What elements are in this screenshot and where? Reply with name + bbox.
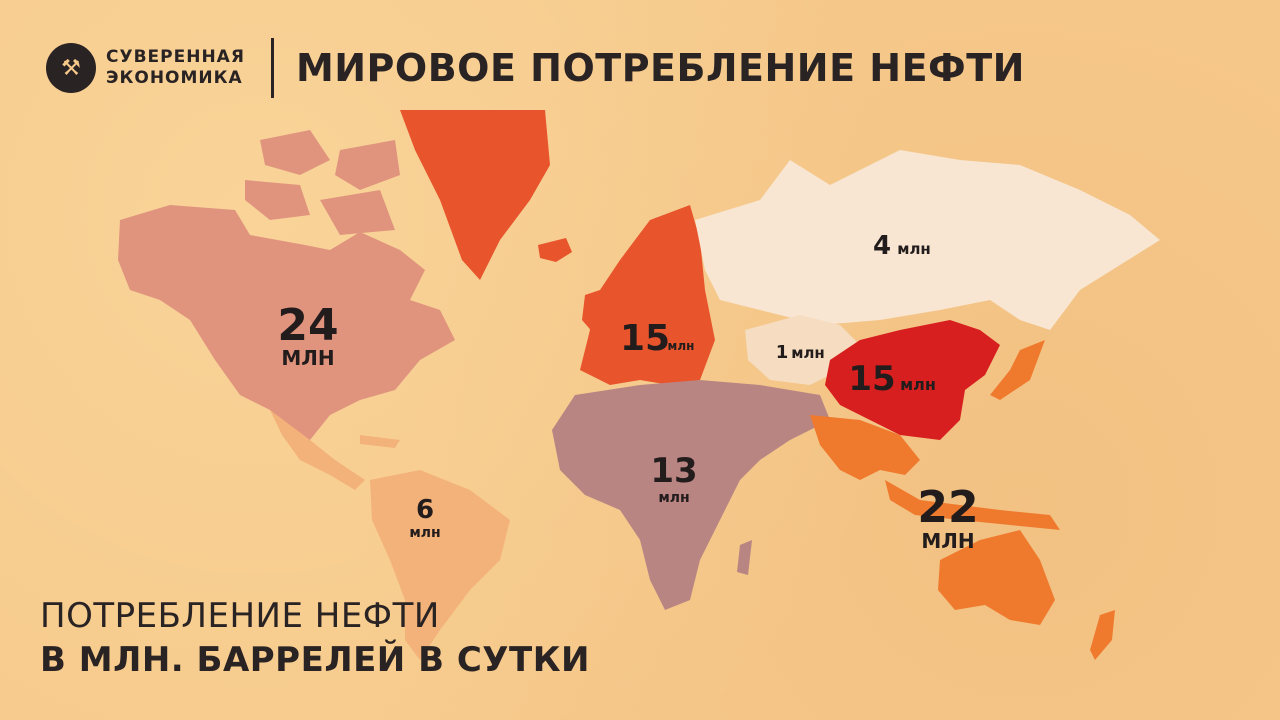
central-asia-value: 1 <box>776 342 789 363</box>
arctic-islands-shape <box>245 130 400 235</box>
russia-value: 4 <box>873 231 891 261</box>
china-unit: млн <box>900 375 936 394</box>
europe-value: 15 <box>620 318 670 359</box>
greenland-shape <box>400 110 550 280</box>
asia-pacific-shape <box>810 415 920 480</box>
brand-name: СУВЕРЕННАЯ ЭКОНОМИКА <box>106 47 245 89</box>
russia-shape <box>695 150 1160 330</box>
caribbean-shape <box>360 435 400 448</box>
brand-line-2: ЭКОНОМИКА <box>106 68 243 88</box>
china-value: 15 <box>848 359 895 399</box>
brand-line-1: СУВЕРЕННАЯ <box>106 47 245 67</box>
uk-shape <box>582 290 608 335</box>
iceland-shape <box>538 238 572 262</box>
europe-shape <box>580 205 715 385</box>
south-america-shape <box>370 470 510 660</box>
central-america-shape <box>270 410 365 490</box>
south-america-value: 6 <box>416 495 434 525</box>
europe-unit: млн <box>668 339 695 353</box>
china-shape <box>825 320 1000 440</box>
central-asia-unit: млн <box>791 344 825 362</box>
south-america-unit: млн <box>409 525 440 541</box>
russia-unit: млн <box>897 240 931 258</box>
legend-line-2: В МЛН. БАРРЕЛЕЙ В СУТКИ <box>40 640 590 680</box>
legend: ПОТРЕБЛЕНИЕ НЕФТИ В МЛН. БАРРЕЛЕЙ В СУТК… <box>40 596 590 680</box>
africa-middle-east-unit: млн <box>658 490 689 506</box>
north-america-value: 24 <box>277 300 338 351</box>
indonesia-shape <box>885 480 1060 530</box>
north-america-shape <box>118 205 455 440</box>
asia-pacific-unit: МЛН <box>921 529 974 553</box>
page-title: МИРОВОЕ ПОТРЕБЛЕНИЕ НЕФТИ <box>295 46 1025 90</box>
header-divider <box>270 38 274 98</box>
new-zealand-shape <box>1090 610 1115 660</box>
africa-middle-east-shape <box>552 380 830 610</box>
japan-shape <box>990 340 1045 400</box>
madagascar-shape <box>737 540 752 575</box>
africa-middle-east-value: 13 <box>650 451 697 491</box>
australia-shape <box>938 530 1055 625</box>
header: ⚒ СУВЕРЕННАЯ ЭКОНОМИКА МИРОВОЕ ПОТРЕБЛЕН… <box>46 36 1025 100</box>
logo-icon: ⚒ <box>46 43 96 93</box>
north-america-unit: МЛН <box>281 346 334 370</box>
asia-pacific-value: 22 <box>917 482 978 533</box>
legend-line-1: ПОТРЕБЛЕНИЕ НЕФТИ <box>40 596 440 636</box>
